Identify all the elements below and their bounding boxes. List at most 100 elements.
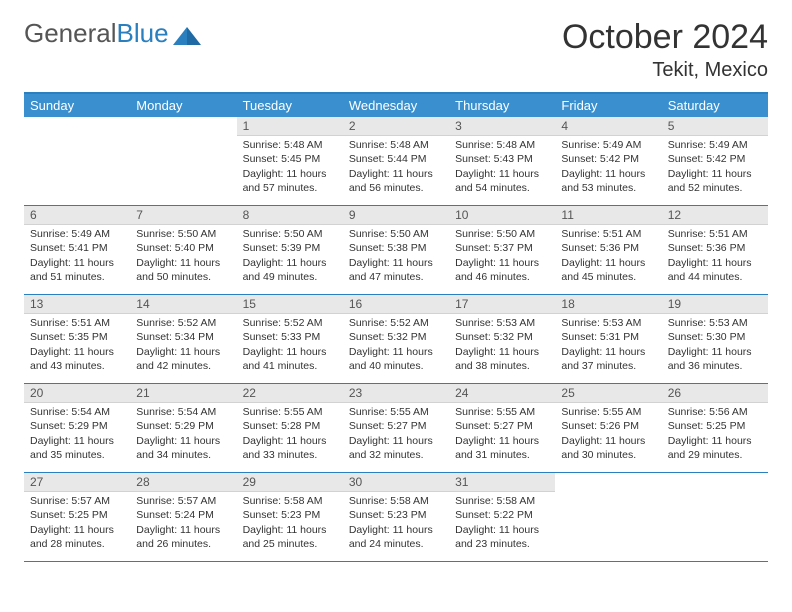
weekday-header: Wednesday: [343, 93, 449, 117]
day-body: Sunrise: 5:58 AMSunset: 5:23 PMDaylight:…: [343, 492, 449, 555]
day-body: Sunrise: 5:55 AMSunset: 5:28 PMDaylight:…: [237, 403, 343, 466]
daylight-text: and 50 minutes.: [136, 270, 230, 284]
calendar-cell: 24Sunrise: 5:55 AMSunset: 5:27 PMDayligh…: [449, 384, 555, 473]
sunrise-text: Sunrise: 5:55 AM: [349, 405, 443, 419]
daylight-text: Daylight: 11 hours: [349, 167, 443, 181]
day-body: Sunrise: 5:49 AMSunset: 5:41 PMDaylight:…: [24, 225, 130, 288]
daylight-text: and 30 minutes.: [561, 448, 655, 462]
day-body: Sunrise: 5:51 AMSunset: 5:36 PMDaylight:…: [555, 225, 661, 288]
day-body: Sunrise: 5:57 AMSunset: 5:24 PMDaylight:…: [130, 492, 236, 555]
sunrise-text: Sunrise: 5:50 AM: [136, 227, 230, 241]
calendar-cell: 23Sunrise: 5:55 AMSunset: 5:27 PMDayligh…: [343, 384, 449, 473]
sunset-text: Sunset: 5:29 PM: [30, 419, 124, 433]
daylight-text: and 56 minutes.: [349, 181, 443, 195]
sunset-text: Sunset: 5:27 PM: [455, 419, 549, 433]
calendar-cell: 5Sunrise: 5:49 AMSunset: 5:42 PMDaylight…: [662, 117, 768, 206]
sunrise-text: Sunrise: 5:58 AM: [349, 494, 443, 508]
sunrise-text: Sunrise: 5:57 AM: [30, 494, 124, 508]
calendar-cell: 12Sunrise: 5:51 AMSunset: 5:36 PMDayligh…: [662, 206, 768, 295]
calendar-week-row: 27Sunrise: 5:57 AMSunset: 5:25 PMDayligh…: [24, 473, 768, 562]
sunrise-text: Sunrise: 5:54 AM: [136, 405, 230, 419]
sunrise-text: Sunrise: 5:51 AM: [668, 227, 762, 241]
day-number: 14: [130, 295, 236, 314]
day-number: 31: [449, 473, 555, 492]
daylight-text: and 35 minutes.: [30, 448, 124, 462]
day-body: Sunrise: 5:52 AMSunset: 5:33 PMDaylight:…: [237, 314, 343, 377]
sunrise-text: Sunrise: 5:58 AM: [455, 494, 549, 508]
sunrise-text: Sunrise: 5:56 AM: [668, 405, 762, 419]
sunrise-text: Sunrise: 5:52 AM: [243, 316, 337, 330]
daylight-text: Daylight: 11 hours: [349, 434, 443, 448]
calendar-cell: 30Sunrise: 5:58 AMSunset: 5:23 PMDayligh…: [343, 473, 449, 562]
day-body: Sunrise: 5:50 AMSunset: 5:40 PMDaylight:…: [130, 225, 236, 288]
logo: GeneralBlue: [24, 18, 203, 49]
daylight-text: and 57 minutes.: [243, 181, 337, 195]
sunrise-text: Sunrise: 5:50 AM: [455, 227, 549, 241]
logo-text-2: Blue: [117, 18, 169, 49]
daylight-text: Daylight: 11 hours: [349, 523, 443, 537]
daylight-text: Daylight: 11 hours: [30, 256, 124, 270]
day-body: Sunrise: 5:55 AMSunset: 5:27 PMDaylight:…: [449, 403, 555, 466]
day-number: 30: [343, 473, 449, 492]
calendar-week-row: 1Sunrise: 5:48 AMSunset: 5:45 PMDaylight…: [24, 117, 768, 206]
daylight-text: Daylight: 11 hours: [668, 167, 762, 181]
day-number: 8: [237, 206, 343, 225]
calendar-cell: 14Sunrise: 5:52 AMSunset: 5:34 PMDayligh…: [130, 295, 236, 384]
daylight-text: Daylight: 11 hours: [136, 345, 230, 359]
daylight-text: Daylight: 11 hours: [455, 345, 549, 359]
day-number: 17: [449, 295, 555, 314]
day-body: Sunrise: 5:50 AMSunset: 5:38 PMDaylight:…: [343, 225, 449, 288]
daylight-text: Daylight: 11 hours: [243, 434, 337, 448]
sunrise-text: Sunrise: 5:48 AM: [455, 138, 549, 152]
day-body: Sunrise: 5:53 AMSunset: 5:30 PMDaylight:…: [662, 314, 768, 377]
day-number: 18: [555, 295, 661, 314]
sunset-text: Sunset: 5:23 PM: [243, 508, 337, 522]
sunset-text: Sunset: 5:42 PM: [561, 152, 655, 166]
weekday-header-row: SundayMondayTuesdayWednesdayThursdayFrid…: [24, 93, 768, 117]
day-body: Sunrise: 5:58 AMSunset: 5:22 PMDaylight:…: [449, 492, 555, 555]
daylight-text: Daylight: 11 hours: [668, 434, 762, 448]
daylight-text: and 32 minutes.: [349, 448, 443, 462]
day-number: 1: [237, 117, 343, 136]
day-number: 4: [555, 117, 661, 136]
sunset-text: Sunset: 5:39 PM: [243, 241, 337, 255]
calendar-cell: 28Sunrise: 5:57 AMSunset: 5:24 PMDayligh…: [130, 473, 236, 562]
sunset-text: Sunset: 5:26 PM: [561, 419, 655, 433]
header: GeneralBlue October 2024 Tekit, Mexico: [24, 18, 768, 82]
calendar-cell: 19Sunrise: 5:53 AMSunset: 5:30 PMDayligh…: [662, 295, 768, 384]
day-body: Sunrise: 5:48 AMSunset: 5:45 PMDaylight:…: [237, 136, 343, 199]
sunset-text: Sunset: 5:40 PM: [136, 241, 230, 255]
sunset-text: Sunset: 5:42 PM: [668, 152, 762, 166]
calendar-cell: 9Sunrise: 5:50 AMSunset: 5:38 PMDaylight…: [343, 206, 449, 295]
calendar-cell: [555, 473, 661, 562]
calendar-cell: 10Sunrise: 5:50 AMSunset: 5:37 PMDayligh…: [449, 206, 555, 295]
daylight-text: and 45 minutes.: [561, 270, 655, 284]
daylight-text: and 51 minutes.: [30, 270, 124, 284]
sunset-text: Sunset: 5:29 PM: [136, 419, 230, 433]
day-body: Sunrise: 5:55 AMSunset: 5:26 PMDaylight:…: [555, 403, 661, 466]
sunrise-text: Sunrise: 5:52 AM: [349, 316, 443, 330]
logo-mark-icon: [173, 23, 203, 45]
calendar-cell: 8Sunrise: 5:50 AMSunset: 5:39 PMDaylight…: [237, 206, 343, 295]
day-number: 3: [449, 117, 555, 136]
calendar-body: 1Sunrise: 5:48 AMSunset: 5:45 PMDaylight…: [24, 117, 768, 562]
calendar-cell: 13Sunrise: 5:51 AMSunset: 5:35 PMDayligh…: [24, 295, 130, 384]
sunset-text: Sunset: 5:37 PM: [455, 241, 549, 255]
sunrise-text: Sunrise: 5:53 AM: [561, 316, 655, 330]
calendar-cell: [24, 117, 130, 206]
daylight-text: and 53 minutes.: [561, 181, 655, 195]
calendar-table: SundayMondayTuesdayWednesdayThursdayFrid…: [24, 92, 768, 562]
daylight-text: and 54 minutes.: [455, 181, 549, 195]
sunrise-text: Sunrise: 5:49 AM: [561, 138, 655, 152]
daylight-text: Daylight: 11 hours: [561, 434, 655, 448]
calendar-cell: 3Sunrise: 5:48 AMSunset: 5:43 PMDaylight…: [449, 117, 555, 206]
calendar-week-row: 6Sunrise: 5:49 AMSunset: 5:41 PMDaylight…: [24, 206, 768, 295]
daylight-text: Daylight: 11 hours: [561, 345, 655, 359]
day-number: 20: [24, 384, 130, 403]
sunset-text: Sunset: 5:30 PM: [668, 330, 762, 344]
sunset-text: Sunset: 5:45 PM: [243, 152, 337, 166]
day-number: 15: [237, 295, 343, 314]
day-body: Sunrise: 5:49 AMSunset: 5:42 PMDaylight:…: [662, 136, 768, 199]
calendar-cell: 25Sunrise: 5:55 AMSunset: 5:26 PMDayligh…: [555, 384, 661, 473]
sunset-text: Sunset: 5:33 PM: [243, 330, 337, 344]
